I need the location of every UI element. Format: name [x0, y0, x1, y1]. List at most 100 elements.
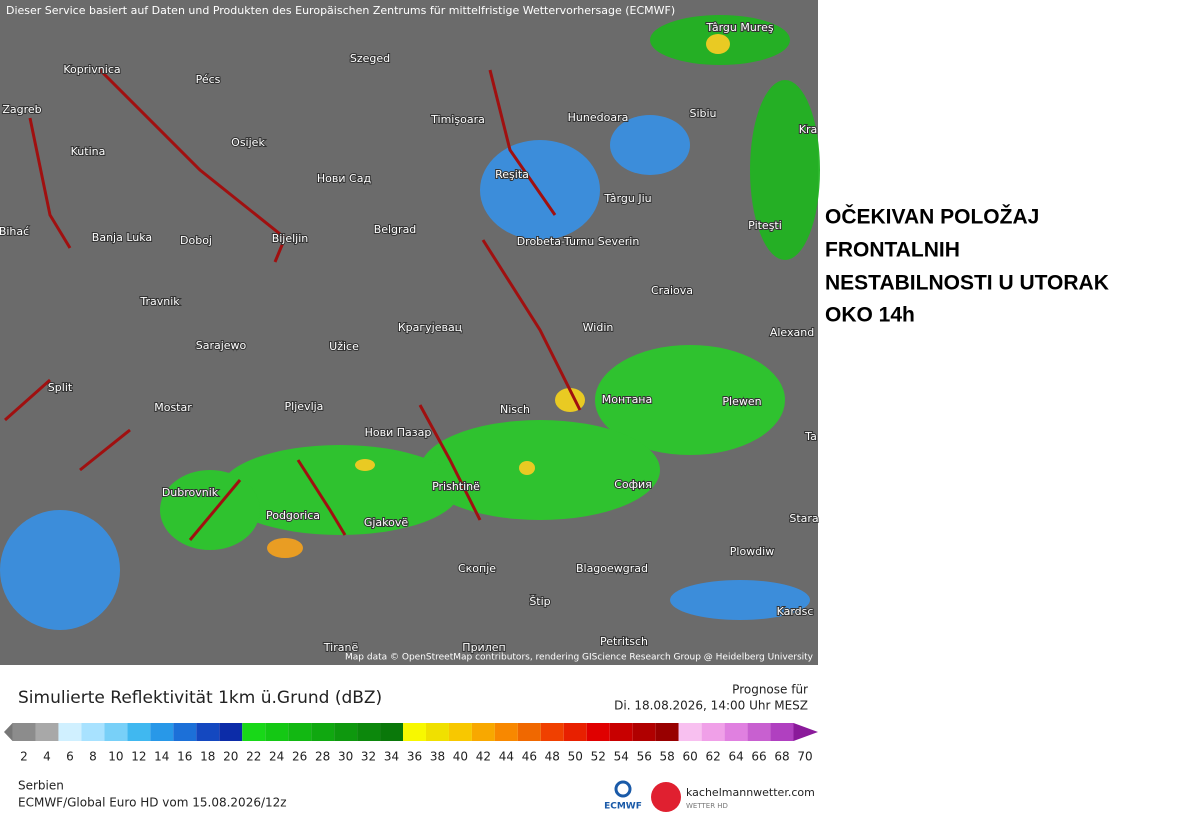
- city-label: Koprivnica: [63, 63, 120, 76]
- note-line: OKO 14h: [825, 304, 915, 327]
- colorbar-tick: 60: [683, 750, 698, 764]
- colorbar-cell: [701, 723, 725, 741]
- colorbar-tick: 16: [177, 750, 192, 764]
- colorbar-cell: [770, 723, 794, 741]
- site-logo: [651, 782, 681, 812]
- city-label: Doboj: [180, 234, 212, 247]
- ecmwf-logo: [614, 780, 632, 798]
- colorbar-cell: [58, 723, 82, 741]
- colorbar-cell: [311, 723, 335, 741]
- city-label: Podgorica: [266, 509, 320, 522]
- colorbar-tick: 6: [66, 750, 74, 764]
- colorbar-tick: 48: [545, 750, 560, 764]
- colorbar-cell: [127, 723, 151, 741]
- city-label: Kutina: [71, 145, 106, 158]
- map-credit: Map data © OpenStreetMap contributors, r…: [345, 653, 814, 663]
- colorbar-cell: [288, 723, 312, 741]
- city-label: Mostar: [154, 401, 192, 414]
- city-label: Zagreb: [2, 103, 41, 116]
- legend-title: Simulierte Reflektivität 1km ü.Grund (dB…: [18, 688, 382, 708]
- colorbar-tick: 50: [568, 750, 583, 764]
- city-label: Prishtinë: [432, 480, 480, 493]
- city-label: Nisch: [500, 403, 530, 416]
- colorbar-cell: [586, 723, 610, 741]
- city-label: Kardsc: [777, 605, 814, 618]
- city-label: Bihać: [0, 225, 29, 238]
- colorbar-tick: 66: [751, 750, 766, 764]
- colorbar-tick: 30: [338, 750, 353, 764]
- city-label: Sibiu: [689, 107, 716, 120]
- colorbar-cell: [380, 723, 404, 741]
- note-line: OČEKIVAN POLOŽAJ: [825, 205, 1039, 229]
- colorbar-tick: 10: [108, 750, 123, 764]
- city-label: Pécs: [196, 73, 221, 86]
- city-label: Скопје: [458, 562, 496, 575]
- colorbar-cell: [403, 723, 426, 741]
- city-label: Szeged: [350, 52, 390, 65]
- city-label: Sarajewo: [196, 339, 247, 352]
- colorbar-tick: 14: [154, 750, 169, 764]
- colorbar-tick: 34: [384, 750, 399, 764]
- city-label: Hunedoara: [568, 111, 629, 124]
- colorbar-tick: 8: [89, 750, 97, 764]
- city-label: Drobeta-Turnu Severin: [517, 235, 640, 248]
- colorbar-tick: 28: [315, 750, 330, 764]
- legend: Simulierte Reflektivität 1km ü.Grund (dB…: [4, 683, 818, 764]
- colorbar-cell: [448, 723, 472, 741]
- city-label: Petritsch: [600, 635, 648, 648]
- radar: [0, 15, 820, 630]
- colorbar-cell: [334, 723, 358, 741]
- city-label: Нови Пазар: [365, 426, 432, 439]
- colorbar-cell: [678, 723, 702, 741]
- colorbar-cell: [242, 723, 266, 741]
- city-label: Tiranë: [323, 641, 359, 654]
- site-sub: WETTER HD: [686, 802, 728, 810]
- city-label: Split: [48, 381, 73, 394]
- map-bg: [0, 0, 818, 665]
- colorbar-cell: [632, 723, 656, 741]
- colorbar-tick: 42: [476, 750, 491, 764]
- colorbar-cell: [494, 723, 518, 741]
- ecmwf-label: ECMWF: [604, 802, 642, 812]
- colorbar-tick: 24: [269, 750, 284, 764]
- colorbar-tick: 38: [430, 750, 445, 764]
- city-label: Banja Luka: [92, 231, 152, 244]
- colorbar-cell: [150, 723, 174, 741]
- city-label: Крагујевац: [398, 321, 462, 334]
- colorbar-cell: [219, 723, 243, 741]
- colorbar-cell: [35, 723, 59, 741]
- city-label: Štip: [529, 595, 550, 608]
- colorbar-cell: [357, 723, 381, 741]
- colorbar-cell: [540, 723, 564, 741]
- footer: Serbien ECMWF/Global Euro HD vom 15.08.2…: [18, 779, 815, 812]
- city-label: Нови Сад: [317, 172, 372, 185]
- map: Dieser Service basiert auf Daten und Pro…: [0, 0, 820, 665]
- city-label: Kra: [799, 123, 817, 136]
- city-label: Widin: [583, 321, 614, 334]
- city-label: Užice: [329, 340, 359, 353]
- forecast-label: Prognose für: [732, 683, 808, 697]
- colorbar-tick: 22: [246, 750, 261, 764]
- colorbar-tick: 18: [200, 750, 215, 764]
- city-label: Plewen: [722, 395, 761, 408]
- colorbar-tick: 56: [637, 750, 652, 764]
- city-label: Craiova: [651, 284, 693, 297]
- note: OČEKIVAN POLOŽAJ FRONTALNIH NESTABILNOST…: [825, 205, 1109, 327]
- colorbar-tick: 68: [774, 750, 789, 764]
- city-label: Belgrad: [374, 223, 417, 236]
- colorbar-tick: 64: [728, 750, 743, 764]
- colorbar-tick: 44: [499, 750, 514, 764]
- city-label: Gjakovë: [364, 516, 409, 529]
- colorbar-tick: 12: [131, 750, 146, 764]
- colorbar-tick: 26: [292, 750, 307, 764]
- city-label: Монтана: [602, 393, 653, 406]
- attribution: Dieser Service basiert auf Daten und Pro…: [6, 4, 675, 17]
- front-lines: [4, 68, 582, 541]
- city-label: Bijeljin: [272, 232, 309, 245]
- city-label: Pljevlja: [285, 400, 324, 413]
- colorbar-cell: [196, 723, 220, 741]
- colorbar-cell: [471, 723, 495, 741]
- colorbar-cell: [609, 723, 633, 741]
- city-label: Travnik: [139, 295, 180, 308]
